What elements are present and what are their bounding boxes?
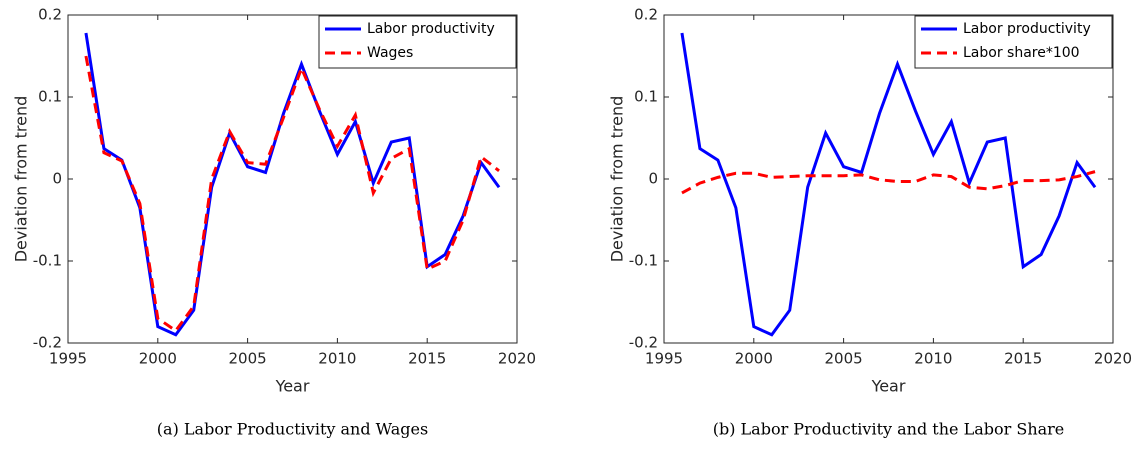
x-tick-label: 2000 — [139, 350, 177, 368]
y-tick-label: 0.1 — [634, 88, 658, 106]
x-tick-label: 2005 — [229, 350, 267, 368]
x-tick-label: 2015 — [408, 350, 446, 368]
x-axis-label: Year — [871, 377, 906, 396]
x-tick-label: 2020 — [498, 350, 536, 368]
x-tick-label: 2000 — [735, 350, 773, 368]
x-tick-label: 1995 — [49, 350, 87, 368]
y-tick-label: 0.2 — [634, 6, 658, 24]
legend-label: Labor productivity — [963, 21, 1091, 37]
legend-label: Labor share*100 — [963, 45, 1080, 61]
plot-area — [67, 14, 518, 344]
legend: Labor productivity Wages — [318, 15, 517, 69]
x-tick-label: 2010 — [318, 350, 356, 368]
x-axis-label: Year — [275, 377, 310, 396]
y-tick-label: 0.2 — [38, 6, 62, 24]
x-tick-label: 2015 — [1004, 350, 1042, 368]
legend-box — [318, 15, 517, 69]
plot-area — [663, 14, 1114, 344]
chart: 1995 2000 2005 2010 2015 2020 -0.2 -0.1 0 0.1 0.2 Y… — [12, 6, 537, 439]
y-tick-label: -0.2 — [629, 334, 658, 352]
data-line — [84, 55, 500, 333]
x-tick-label: 2005 — [825, 350, 863, 368]
y-tick-label: 0 — [648, 170, 658, 188]
chart: 1995 2000 2005 2010 2015 2020 -0.2 -0.1 0 0.1 0.2 Y… — [608, 6, 1133, 439]
x-tick-label: 2010 — [914, 350, 952, 368]
caption: (a) Labor Productivity and Wages — [157, 420, 428, 439]
legend-label: Labor productivity — [367, 21, 495, 37]
legend-box — [914, 15, 1113, 69]
caption: (b) Labor Productivity and the Labor Sha… — [713, 420, 1065, 439]
y-axis-label: Deviation from trend — [12, 96, 31, 263]
y-tick-label: -0.2 — [33, 334, 62, 352]
y-axis-label: Deviation from trend — [608, 96, 627, 263]
data-line — [680, 32, 1097, 337]
legend: Labor productivity Labor share*100 — [914, 15, 1113, 69]
y-tick-label: 0 — [52, 170, 62, 188]
legend-label: Wages — [367, 45, 413, 61]
data-line — [681, 170, 1096, 195]
y-tick-label: 0.1 — [38, 88, 62, 106]
y-tick-label: -0.1 — [629, 252, 658, 270]
y-tick-label: -0.1 — [33, 252, 62, 270]
x-tick-label: 2020 — [1094, 350, 1132, 368]
x-tick-label: 1995 — [645, 350, 683, 368]
